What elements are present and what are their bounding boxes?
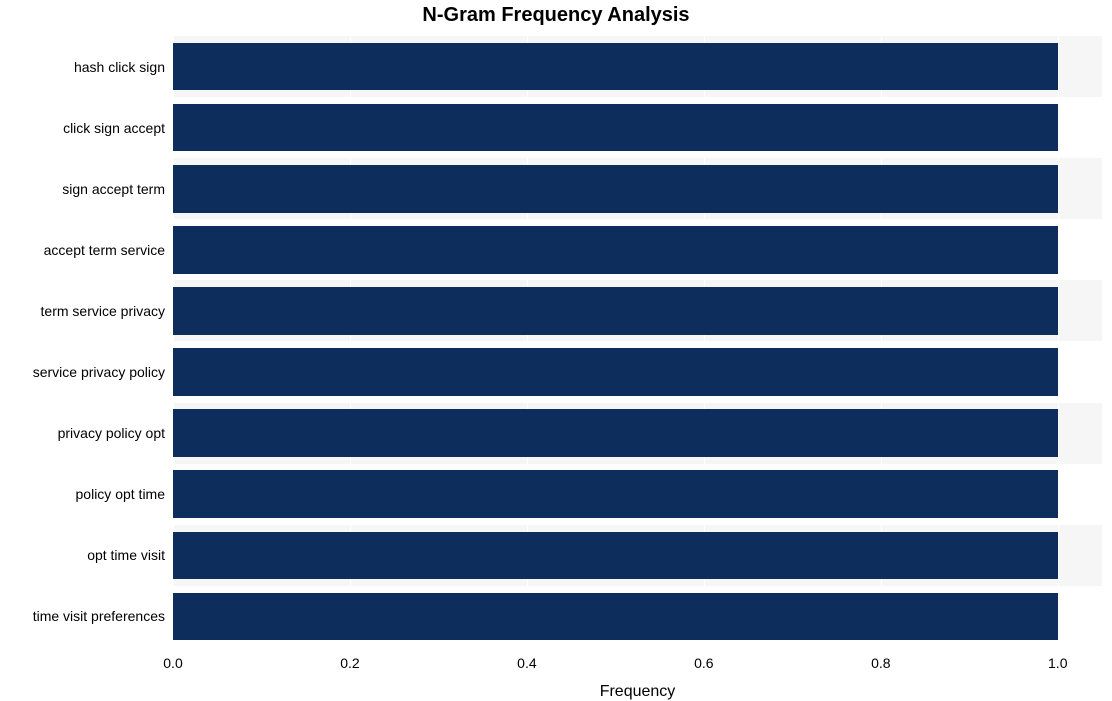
- x-tick-label: 0.8: [871, 647, 890, 671]
- bar: [173, 43, 1058, 91]
- y-tick-label: time visit preferences: [33, 608, 173, 624]
- x-tick-label: 0.0: [163, 647, 182, 671]
- y-tick-label: policy opt time: [76, 486, 173, 502]
- bar: [173, 287, 1058, 335]
- y-tick-label: click sign accept: [63, 120, 173, 136]
- y-tick-label: service privacy policy: [33, 364, 173, 380]
- bar: [173, 409, 1058, 457]
- y-tick-label: accept term service: [44, 242, 173, 258]
- y-tick-label: term service privacy: [41, 303, 173, 319]
- x-tick-label: 0.4: [517, 647, 536, 671]
- bar: [173, 226, 1058, 274]
- bar: [173, 104, 1058, 152]
- x-axis-label: Frequency: [173, 683, 1102, 701]
- y-tick-label: hash click sign: [74, 59, 173, 75]
- y-tick-label: sign accept term: [62, 181, 173, 197]
- x-tick-label: 1.0: [1048, 647, 1067, 671]
- plot-area: hash click signclick sign acceptsign acc…: [173, 36, 1102, 647]
- x-tick-label: 0.6: [694, 647, 713, 671]
- bar: [173, 348, 1058, 396]
- bar: [173, 165, 1058, 213]
- y-tick-label: privacy policy opt: [58, 425, 173, 441]
- bar: [173, 532, 1058, 580]
- bar: [173, 593, 1058, 641]
- x-grid-line: [1058, 36, 1059, 647]
- y-tick-label: opt time visit: [87, 547, 173, 563]
- x-tick-label: 0.2: [340, 647, 359, 671]
- chart-title: N-Gram Frequency Analysis: [0, 4, 1112, 27]
- bar: [173, 470, 1058, 518]
